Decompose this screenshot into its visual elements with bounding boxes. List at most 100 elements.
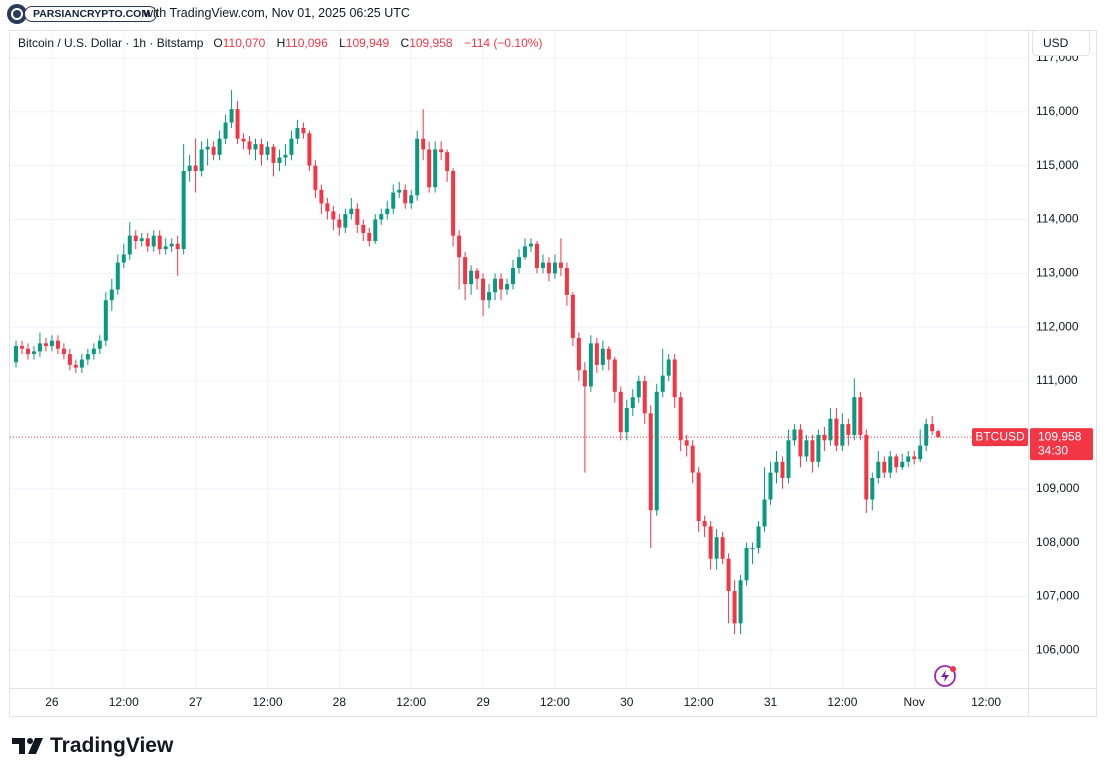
candle-body (606, 348, 611, 360)
x-tick-label: 12:00 (252, 695, 282, 709)
candle-body (636, 381, 641, 398)
candle-body (391, 192, 396, 209)
brand-v (28, 738, 43, 754)
price-tag (1030, 428, 1093, 461)
candle-body (433, 149, 438, 188)
candle-body (714, 537, 719, 559)
candle-body (451, 171, 456, 236)
candle-body (834, 418, 839, 446)
candle-body (319, 189, 324, 204)
candle-body (930, 424, 935, 432)
candle-body (840, 424, 845, 446)
candle-body (157, 235, 162, 250)
candle-body (235, 109, 240, 139)
candle-body (828, 418, 833, 441)
candle-body (846, 424, 851, 435)
candle-body (283, 154, 288, 158)
high-value: 110,096 (285, 36, 328, 50)
candles (10, 90, 1028, 635)
candle-body (522, 246, 527, 258)
logo-text: PARSIANCRYPTO.COM (24, 6, 158, 22)
candle-body (612, 359, 617, 392)
symbol-label: BTCUSD (975, 429, 1025, 443)
candle-body (618, 391, 623, 433)
x-tick-label: 30 (620, 695, 634, 709)
candle-body (175, 243, 180, 250)
countdown-label: 34:30 (1038, 443, 1068, 457)
brand-dot (27, 738, 33, 744)
candle-body (349, 208, 354, 215)
assistant-icon (934, 665, 956, 687)
candle-body (870, 477, 875, 500)
candle-body (642, 381, 647, 414)
x-tick-label: 31 (764, 695, 778, 709)
y-tick-label: 112,000 (1036, 319, 1079, 333)
candle-body (13, 346, 18, 363)
candle-body (445, 152, 450, 172)
y-tick-label: 109,000 (1036, 481, 1080, 495)
candle-body (469, 270, 474, 285)
candle-body (91, 348, 96, 355)
candle-body (594, 343, 599, 365)
candle-body (678, 397, 683, 441)
candle-body (487, 292, 492, 301)
open-label: O (213, 36, 223, 50)
candle-body (37, 343, 42, 352)
icon-dot (950, 666, 956, 672)
candle-body (546, 262, 551, 274)
candle-body (463, 257, 468, 285)
candle-body (558, 262, 563, 268)
candle-body (660, 375, 665, 392)
change-value: −114 (−0.10%) (463, 36, 543, 50)
candle-body (540, 262, 545, 268)
candle-body (648, 413, 653, 511)
candle-body (511, 267, 516, 285)
candle-body (397, 189, 402, 193)
candle-body (481, 278, 486, 301)
candle-body (439, 149, 444, 153)
candle-body (55, 340, 60, 349)
candle-body (115, 262, 120, 290)
logo-ring (11, 8, 23, 20)
candle-body (259, 144, 264, 155)
candle-body (936, 431, 941, 438)
last-price-label: 109,958 (1038, 429, 1082, 443)
candle-body (756, 526, 761, 548)
candle-body (145, 238, 150, 247)
candle-body (97, 340, 102, 349)
ohlc-legend: Bitcoin / U.S. Dollar · 1h · Bitstamp O 1… (18, 36, 550, 50)
grid (10, 31, 1028, 688)
icon-bolt (941, 670, 949, 682)
candle-body (163, 246, 168, 250)
candle-body (43, 343, 48, 347)
candle-body (505, 284, 510, 290)
candle-body (630, 397, 635, 408)
y-tick-label: 115,000 (1036, 158, 1079, 172)
candle-body (307, 133, 312, 166)
candle-body (534, 243, 539, 268)
candle-body (822, 434, 827, 441)
close-value: 109,958 (409, 36, 453, 50)
candle-body (457, 235, 462, 258)
candle-body (421, 138, 426, 150)
footer-brand: TradingView (12, 734, 173, 758)
candle-body (337, 219, 342, 228)
candle-body (289, 138, 294, 155)
candle-body (762, 499, 767, 527)
candle-body (624, 407, 629, 433)
candle-body (127, 235, 132, 255)
candle-body (888, 456, 893, 473)
x-tick-label: 29 (476, 695, 490, 709)
candle-body (600, 348, 605, 365)
symbol-title: Bitcoin / U.S. Dollar · 1h · Bitstamp (18, 36, 204, 50)
candle-body (744, 547, 749, 581)
candle-body (792, 429, 797, 441)
x-tick-label: 26 (45, 695, 59, 709)
candle-body (588, 343, 593, 387)
currency-button[interactable]: USD (1032, 30, 1090, 56)
candle-body (738, 580, 743, 624)
x-tick-label: 27 (189, 695, 203, 709)
candle-body (133, 235, 138, 242)
candle-body (690, 445, 695, 473)
